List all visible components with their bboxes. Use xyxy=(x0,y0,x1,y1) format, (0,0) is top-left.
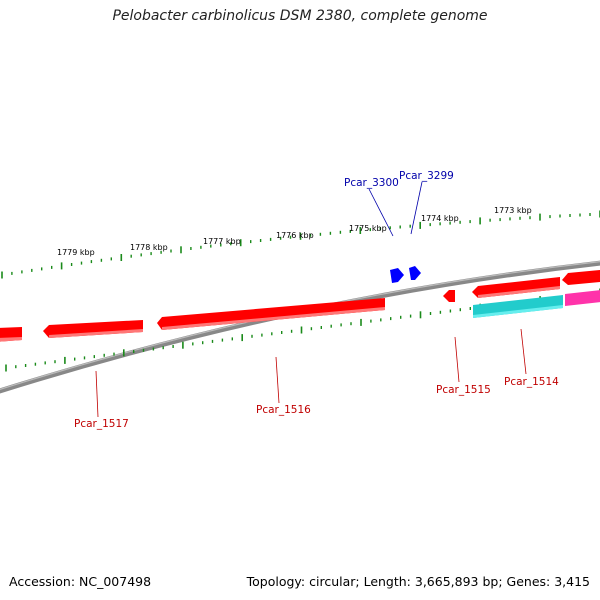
gene-arrow[interactable] xyxy=(472,277,560,298)
ruler-label: 1776 kbp xyxy=(276,231,314,240)
outer-tick-ring xyxy=(1,210,600,279)
gene-arrow[interactable] xyxy=(565,289,600,306)
gene-labels: Pcar_1517 Pcar_1516 Pcar_1515 Pcar_1514 … xyxy=(74,170,559,430)
ruler-label: 1779 kbp xyxy=(57,248,95,257)
gene-arrow-shade xyxy=(162,307,385,330)
label-leaders xyxy=(95,181,527,418)
gene-arrow-shade xyxy=(0,337,22,342)
gene-arrow-pcar-1514[interactable] xyxy=(473,295,563,318)
leader-line xyxy=(368,188,394,237)
gene-label: Pcar_3300 xyxy=(344,177,399,189)
gene-arrow[interactable] xyxy=(562,269,600,285)
gene-arrow-shade xyxy=(49,329,143,338)
leader-line xyxy=(410,181,423,235)
leader-line xyxy=(275,356,280,404)
ruler-label: 1775 kbp xyxy=(349,224,387,233)
gene-arrow-pcar-1515[interactable] xyxy=(443,290,455,302)
leader-line xyxy=(520,328,527,375)
gene-arrow-shade xyxy=(478,286,560,298)
ruler-label: 1778 kbp xyxy=(130,243,168,252)
gene-label: Pcar_1516 xyxy=(256,404,311,416)
accession-text: Accession: NC_007498 xyxy=(9,574,152,589)
leader-line xyxy=(454,336,460,383)
gene-label: Pcar_3299 xyxy=(399,170,454,182)
gene-arrow-pcar-1516[interactable] xyxy=(157,298,385,330)
ruler-label: 1773 kbp xyxy=(494,206,532,215)
gene-label: Pcar_1517 xyxy=(74,418,129,430)
ruler-label: 1774 kbp xyxy=(421,214,459,223)
leader-line xyxy=(95,370,99,418)
map-title: Pelobacter carbinolicus DSM 2380, comple… xyxy=(112,8,488,24)
ruler-labels: 1779 kbp 1778 kbp 1777 kbp 1776 kbp 1775… xyxy=(57,206,532,257)
gene-features xyxy=(0,266,600,342)
ruler-label: 1777 kbp xyxy=(203,237,241,246)
gene-label: Pcar_1514 xyxy=(504,376,559,388)
gene-label: Pcar_1515 xyxy=(436,384,491,396)
gene-arrow-pcar-3300[interactable] xyxy=(390,268,404,283)
gene-arrow-pcar-3299[interactable] xyxy=(409,266,421,280)
genome-stats-text: Topology: circular; Length: 3,665,893 bp… xyxy=(246,574,590,589)
gene-arrow-shade xyxy=(473,305,563,318)
